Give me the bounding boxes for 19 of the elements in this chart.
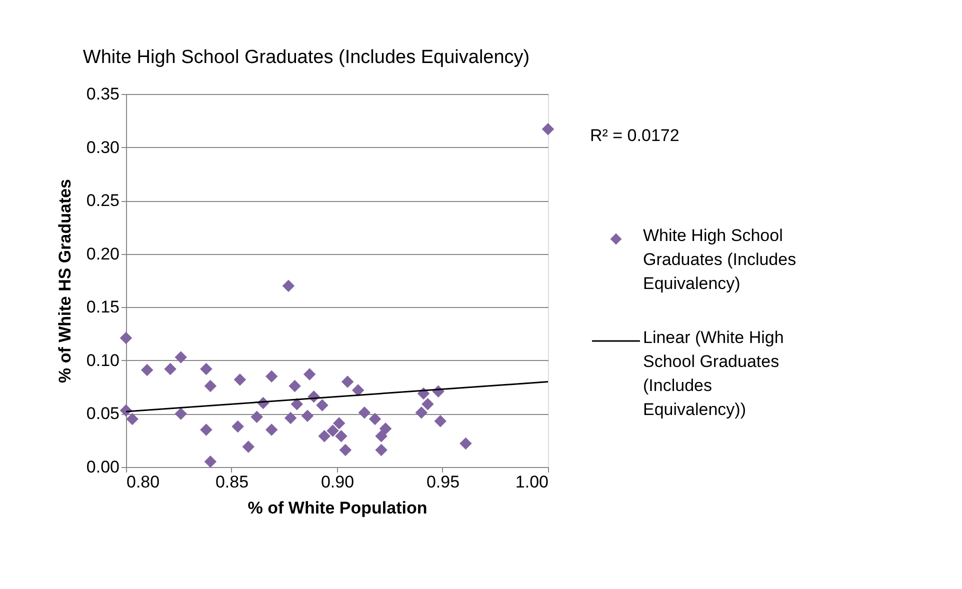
y-tick-label: 0.10 bbox=[86, 350, 120, 370]
text: R² = 0.0172 bbox=[590, 126, 680, 145]
y-tick-label: 0.00 bbox=[86, 458, 120, 476]
x-axis-title: % of White Population bbox=[248, 498, 428, 518]
y-tick-label: 0.30 bbox=[86, 138, 120, 157]
legend-label: White High School Graduates (Includes Equivalency) bbox=[643, 226, 796, 293]
y-tick-label: 0.05 bbox=[86, 404, 120, 424]
chart-title: White High School Graduates (Includes Equivalency) bbox=[82, 47, 530, 68]
y-tick-label: 0.35 bbox=[86, 84, 120, 104]
x-tick-label: 0.85 bbox=[215, 472, 249, 492]
x-tick-label: 0.80 bbox=[126, 472, 160, 492]
legend-label: Linear (White High School Graduates (Includes Equivalency)) bbox=[643, 328, 784, 419]
y-axis-title: % of White HS Graduates bbox=[55, 178, 74, 384]
x-tick-label: 1.00 bbox=[515, 472, 548, 492]
y-tick-label: 0.20 bbox=[86, 244, 120, 264]
x-tick-label: 0.95 bbox=[426, 472, 460, 492]
y-tick-label: 0.25 bbox=[86, 191, 120, 210]
x-tick-label: 0.90 bbox=[320, 472, 354, 492]
y-tick-label: 0.15 bbox=[86, 298, 120, 317]
